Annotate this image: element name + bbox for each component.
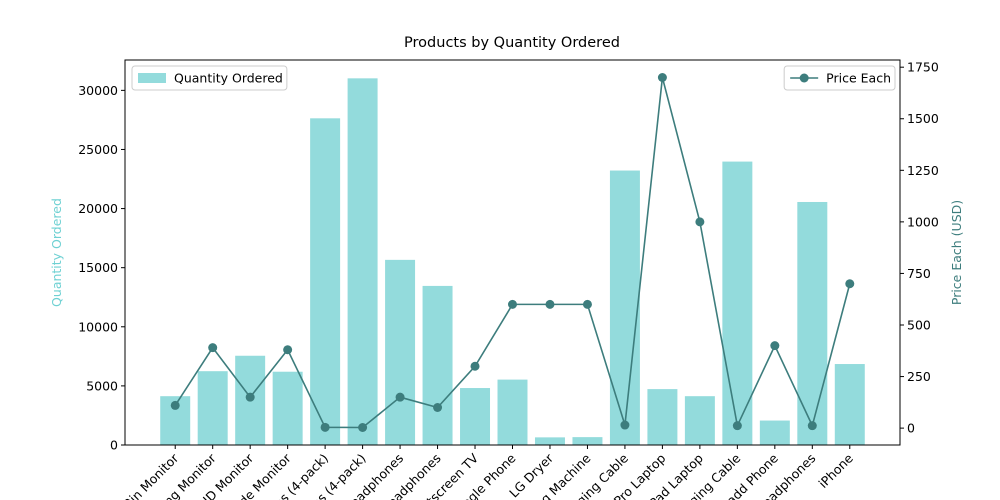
y-axis-label: Quantity Ordered <box>49 198 64 307</box>
y2-axis-label: Price Each (USD) <box>949 200 964 305</box>
point <box>283 345 293 355</box>
y2-tick-label: 500 <box>907 317 931 332</box>
y-tick-label: 5000 <box>86 378 118 393</box>
point <box>807 421 817 431</box>
bar <box>797 201 828 445</box>
y2-tick-label: 750 <box>907 266 931 281</box>
bar <box>460 388 491 445</box>
y-tick-label: 30000 <box>78 83 118 98</box>
y2-tick-label: 250 <box>907 369 931 384</box>
y2-tick-label: 1500 <box>907 111 939 126</box>
point <box>433 402 443 412</box>
point <box>545 299 555 309</box>
legend-label: Price Each <box>826 71 891 86</box>
legend-swatch <box>138 73 166 83</box>
point <box>770 341 780 351</box>
bar <box>572 437 603 445</box>
point <box>320 422 330 432</box>
point <box>170 400 180 410</box>
point <box>245 392 255 402</box>
y-tick-label: 10000 <box>78 319 118 334</box>
bar <box>272 371 303 445</box>
bar <box>759 420 790 445</box>
chart-title: Products by Quantity Ordered <box>404 35 620 51</box>
point <box>657 73 667 82</box>
point <box>695 217 705 227</box>
bar <box>385 259 416 445</box>
point <box>582 299 592 309</box>
y2-tick-label: 0 <box>907 421 915 436</box>
bar <box>310 118 341 445</box>
point <box>508 299 517 309</box>
y2-tick-label: 1000 <box>907 214 939 229</box>
legend-box <box>783 65 896 91</box>
legend: Quantity Ordered <box>131 65 288 91</box>
point <box>470 361 480 371</box>
y-tick-label: 20000 <box>78 201 118 216</box>
point <box>620 420 630 430</box>
point <box>208 343 218 353</box>
point <box>395 392 405 402</box>
legend-label: Quantity Ordered <box>174 71 283 86</box>
bar <box>722 161 753 445</box>
x-tick-label: iPhone <box>815 450 856 491</box>
y-tick-label: 0 <box>110 438 118 453</box>
bar <box>834 364 865 445</box>
y2-tick-label: 1250 <box>907 163 939 178</box>
y-tick-label: 25000 <box>78 142 118 157</box>
bar <box>534 437 565 445</box>
bar <box>684 396 715 445</box>
y-tick-label: 15000 <box>78 260 118 275</box>
legend-marker <box>799 73 809 83</box>
bar <box>647 389 678 445</box>
bar <box>422 285 453 445</box>
legend: Price Each <box>783 65 896 91</box>
legend-box <box>131 65 288 91</box>
bar <box>609 170 640 445</box>
bar <box>197 371 228 445</box>
bar <box>497 379 528 445</box>
point <box>732 421 742 431</box>
bar <box>347 78 378 445</box>
point <box>845 279 855 289</box>
point <box>358 423 368 433</box>
y2-tick-label: 1750 <box>907 60 939 75</box>
